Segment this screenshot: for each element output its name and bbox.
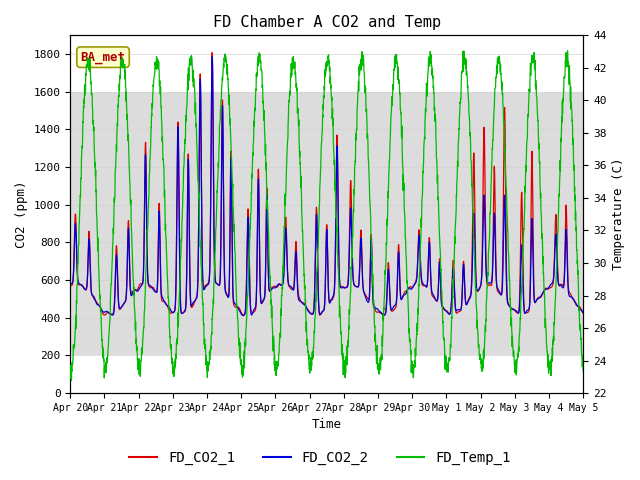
Legend: FD_CO2_1, FD_CO2_2, FD_Temp_1: FD_CO2_1, FD_CO2_2, FD_Temp_1 [124,445,516,471]
Bar [70,92,583,356]
Y-axis label: CO2 (ppm): CO2 (ppm) [15,180,28,248]
X-axis label: Time: Time [312,419,342,432]
Text: BA_met: BA_met [81,51,125,64]
Title: FD Chamber A CO2 and Temp: FD Chamber A CO2 and Temp [212,15,441,30]
Y-axis label: Temperature (C): Temperature (C) [612,158,625,270]
